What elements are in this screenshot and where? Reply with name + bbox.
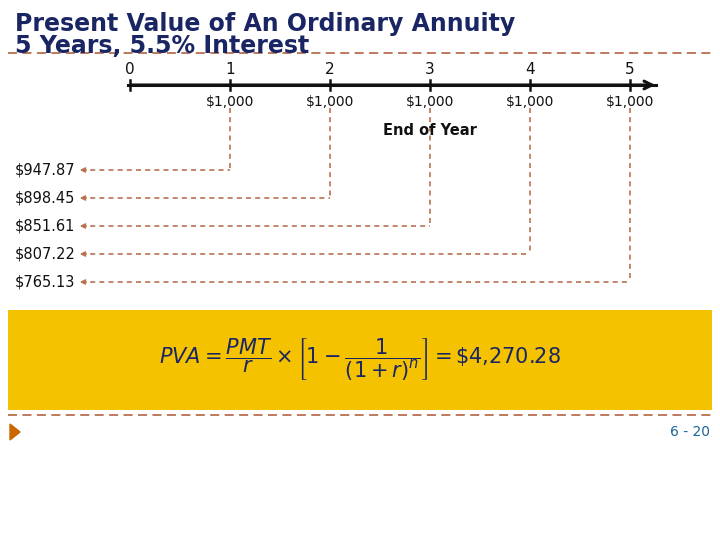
Text: 5: 5 (625, 62, 635, 77)
Text: $851.61: $851.61 (15, 219, 76, 233)
Text: $1,000: $1,000 (606, 95, 654, 109)
Text: 1: 1 (225, 62, 235, 77)
Text: $1,000: $1,000 (506, 95, 554, 109)
Text: 4: 4 (525, 62, 535, 77)
Text: Present Value of An Ordinary Annuity: Present Value of An Ordinary Annuity (15, 12, 516, 36)
Text: $947.87: $947.87 (15, 163, 76, 178)
Text: 6 - 20: 6 - 20 (670, 425, 710, 439)
Polygon shape (10, 424, 20, 440)
Text: $765.13: $765.13 (15, 274, 76, 289)
Text: $898.45: $898.45 (15, 191, 76, 206)
Text: 0: 0 (125, 62, 135, 77)
Text: 5 Years, 5.5% Interest: 5 Years, 5.5% Interest (15, 34, 310, 58)
Text: 2: 2 (325, 62, 335, 77)
Text: $1,000: $1,000 (406, 95, 454, 109)
FancyBboxPatch shape (8, 310, 712, 410)
Text: $1,000: $1,000 (306, 95, 354, 109)
Text: End of Year: End of Year (383, 123, 477, 138)
Text: 3: 3 (425, 62, 435, 77)
Text: $\mathit{PVA} = \dfrac{\mathit{PMT}}{\mathit{r}} \times \left[1 - \dfrac{1}{(1+r: $\mathit{PVA} = \dfrac{\mathit{PMT}}{\ma… (159, 337, 561, 383)
Text: $807.22: $807.22 (15, 246, 76, 261)
Text: $1,000: $1,000 (206, 95, 254, 109)
